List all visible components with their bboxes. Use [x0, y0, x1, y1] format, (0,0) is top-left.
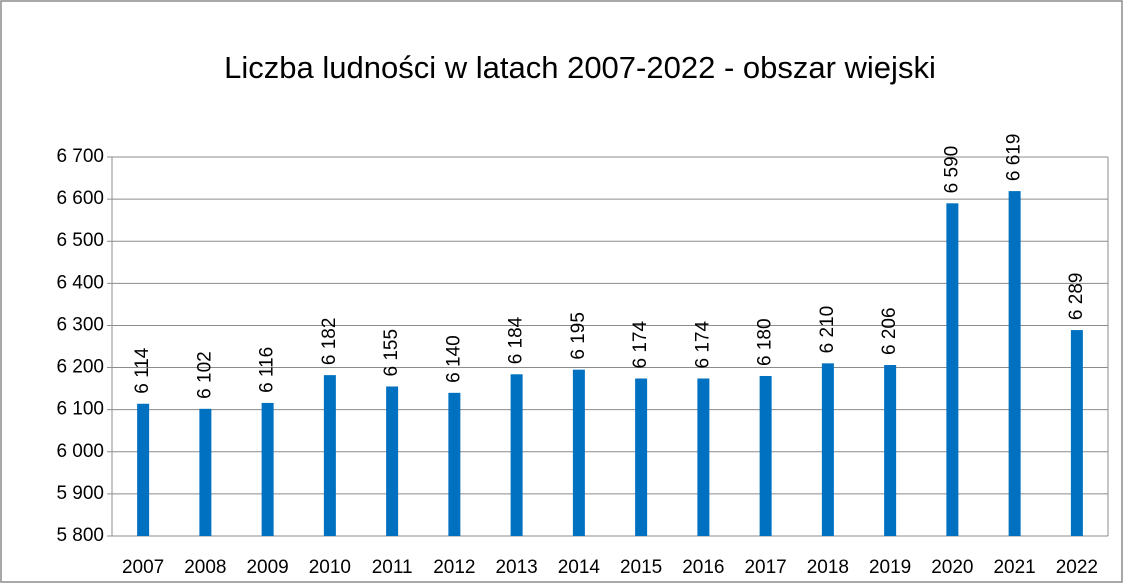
x-tick-label: 2013 [495, 557, 537, 578]
x-tick-label: 2017 [744, 557, 786, 578]
y-tick-label: 6 100 [56, 399, 104, 420]
data-label: 6 210 [817, 306, 838, 354]
x-tick-label: 2015 [620, 557, 662, 578]
x-tick-label: 2008 [184, 557, 226, 578]
bar [137, 403, 150, 536]
bar [697, 378, 710, 536]
x-tick-label: 2022 [1056, 557, 1098, 578]
x-tick-label: 2007 [122, 557, 164, 578]
x-tick-label: 2011 [372, 557, 413, 578]
x-tick-label: 2016 [682, 557, 724, 578]
chart-title: Liczba ludności w latach 2007-2022 - obs… [224, 50, 936, 85]
bar [759, 375, 772, 536]
y-tick-label: 5 800 [56, 525, 104, 546]
data-label: 6 590 [941, 146, 962, 194]
x-tick-label: 2019 [869, 557, 911, 578]
data-label: 6 116 [257, 347, 278, 393]
y-tick-label: 6 200 [56, 357, 104, 378]
bar [199, 408, 212, 536]
bar [1070, 330, 1083, 536]
data-label: 6 180 [755, 318, 776, 366]
y-tick-label: 6 000 [56, 441, 104, 462]
y-tick-label: 6 400 [56, 272, 104, 293]
data-label: 6 195 [568, 312, 589, 360]
x-tick-label: 2018 [807, 557, 849, 578]
y-tick-label: 6 700 [56, 146, 104, 167]
x-tick-label: 2020 [931, 557, 973, 578]
x-tick-label: 2009 [246, 557, 288, 578]
data-label: 6 102 [194, 351, 215, 399]
y-tick-label: 6 600 [56, 188, 104, 209]
data-label: 6 206 [879, 307, 900, 355]
x-tick-label: 2014 [558, 557, 601, 578]
data-label: 6 289 [1066, 273, 1087, 321]
data-label: 6 174 [692, 321, 713, 369]
y-tick-label: 6 300 [56, 314, 104, 335]
data-label: 6 619 [1004, 134, 1025, 182]
bar [386, 386, 399, 536]
bar [323, 375, 336, 536]
y-tick-label: 5 900 [56, 483, 104, 504]
data-label: 6 182 [319, 318, 340, 366]
bar [510, 374, 523, 536]
data-label: 6 174 [630, 321, 651, 369]
data-label: 6 184 [506, 316, 527, 364]
bar [261, 402, 274, 536]
bar [884, 365, 897, 536]
data-label: 6 140 [443, 335, 464, 383]
bar [1008, 191, 1021, 537]
bar [946, 203, 959, 537]
x-tick-label: 2021 [993, 557, 1035, 578]
x-tick-label: 2012 [433, 557, 475, 578]
x-tick-label: 2010 [309, 557, 351, 578]
data-label: 6 114 [132, 347, 153, 394]
bar [635, 378, 648, 536]
data-label: 6 155 [381, 329, 402, 377]
bar [572, 369, 585, 536]
bar [821, 363, 834, 536]
y-tick-label: 6 500 [56, 230, 104, 251]
bar [448, 392, 461, 536]
